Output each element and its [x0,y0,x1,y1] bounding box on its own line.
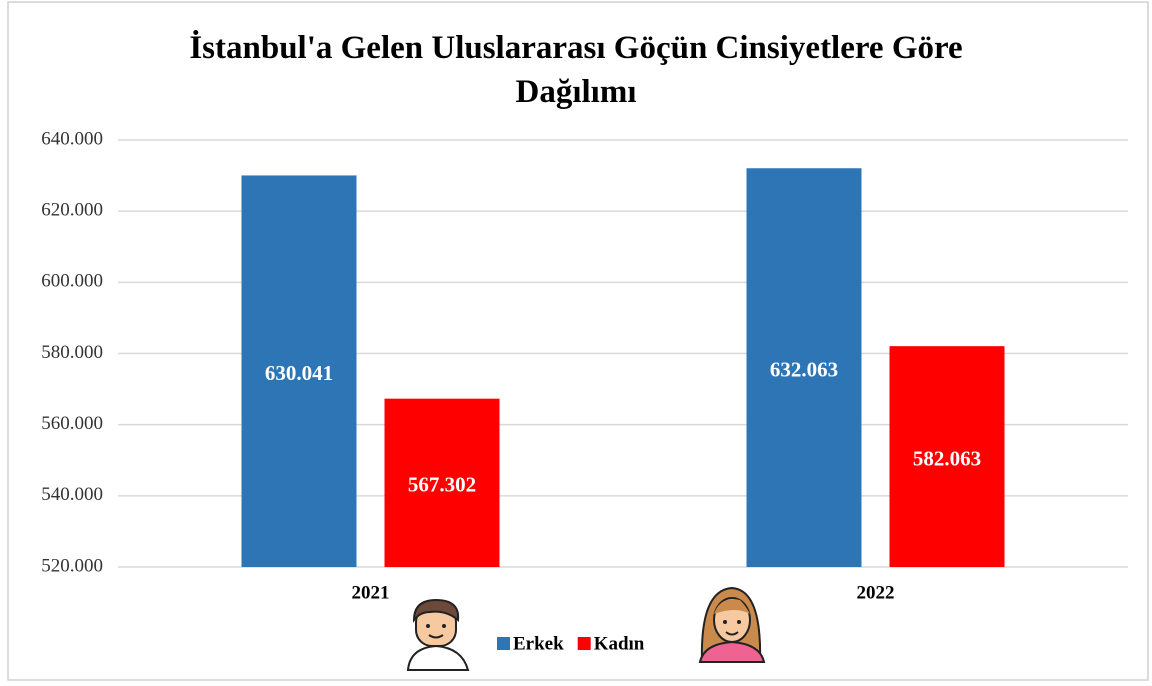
value-label: 582.063 [913,446,981,470]
legend-label: Kadın [594,633,645,654]
x-tick-label: 2021 [352,582,390,603]
y-tick-label: 560.000 [41,413,103,434]
value-label: 630.041 [265,361,333,385]
y-tick-label: 600.000 [41,271,103,292]
legend-label: Erkek [513,633,564,654]
y-tick-label: 580.000 [41,342,103,363]
y-tick-label: 520.000 [41,555,103,576]
legend-swatch [578,637,591,650]
value-label: 632.063 [770,357,838,381]
legend-swatch [497,637,510,650]
y-tick-label: 620.000 [41,200,103,221]
value-label: 567.302 [408,473,476,497]
y-tick-label: 540.000 [41,484,103,505]
chart-container: 520.000 540.000 560.000 580.000 600.000 620.0… [0,0,1152,686]
y-tick-label: 640.000 [41,128,103,149]
x-tick-label: 2022 [857,582,895,603]
chart-title: İstanbul'a Gelen Uluslararası Göçün Cins… [126,26,1026,114]
